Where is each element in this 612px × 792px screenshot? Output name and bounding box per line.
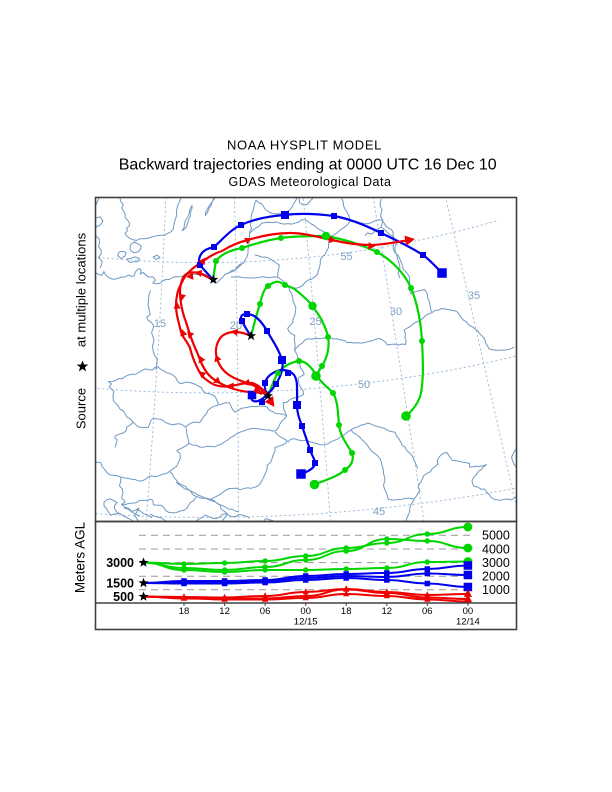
svg-text:500: 500 bbox=[113, 590, 134, 604]
svg-text:2000: 2000 bbox=[482, 570, 510, 584]
svg-text:00: 00 bbox=[300, 606, 311, 617]
svg-text:06: 06 bbox=[422, 606, 433, 617]
svg-text:1000: 1000 bbox=[482, 583, 510, 597]
svg-text:Meters AGL: Meters AGL bbox=[73, 521, 88, 593]
svg-text:12: 12 bbox=[219, 606, 230, 617]
svg-text:3000: 3000 bbox=[482, 556, 510, 570]
svg-text:00: 00 bbox=[463, 606, 474, 617]
svg-text:5000: 5000 bbox=[482, 529, 510, 543]
svg-text:15: 15 bbox=[154, 318, 166, 330]
svg-text:12: 12 bbox=[382, 606, 393, 617]
svg-text:12/15: 12/15 bbox=[294, 617, 318, 628]
svg-text:55: 55 bbox=[340, 251, 352, 263]
svg-text:35: 35 bbox=[468, 290, 480, 302]
svg-text:NOAA HYSPLIT MODEL: NOAA HYSPLIT MODEL bbox=[227, 138, 382, 153]
svg-text:18: 18 bbox=[179, 606, 190, 617]
svg-text:50: 50 bbox=[358, 379, 370, 391]
svg-text:at multiple locations: at multiple locations bbox=[74, 232, 89, 347]
svg-text:3000: 3000 bbox=[106, 556, 134, 570]
svg-text:4000: 4000 bbox=[482, 542, 510, 556]
svg-text:GDAS Meteorological Data: GDAS Meteorological Data bbox=[228, 175, 391, 189]
svg-text:Source: Source bbox=[74, 388, 89, 429]
svg-text:Backward trajectories ending a: Backward trajectories ending at 0000 UTC… bbox=[119, 157, 497, 174]
svg-text:45: 45 bbox=[373, 506, 385, 518]
svg-text:25: 25 bbox=[309, 316, 321, 328]
svg-text:06: 06 bbox=[260, 606, 271, 617]
svg-text:30: 30 bbox=[390, 306, 402, 318]
svg-text:18: 18 bbox=[341, 606, 352, 617]
svg-text:12/14: 12/14 bbox=[456, 617, 480, 628]
svg-text:1500: 1500 bbox=[106, 577, 134, 591]
